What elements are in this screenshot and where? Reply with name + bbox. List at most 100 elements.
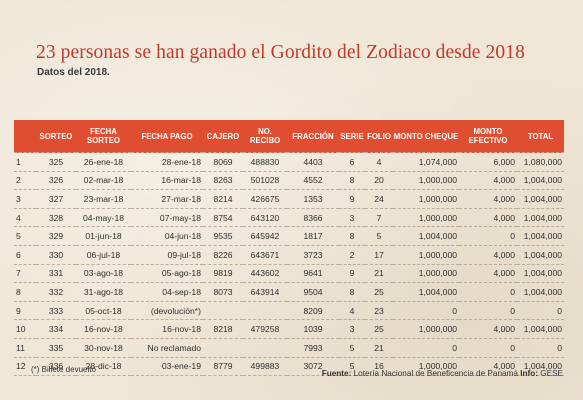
cell-sorteo: 336: [36, 356, 76, 377]
cell-folio: 20: [365, 170, 393, 190]
cell-fraccion: 3723: [287, 244, 339, 265]
cell-fecha_pago: 27-mar-18: [131, 189, 203, 209]
cell-sorteo: 331: [36, 263, 76, 283]
cell-recibo: 643671: [243, 244, 287, 265]
cell-serie: 4: [339, 300, 365, 320]
cell-cheque: 1,000,000: [393, 356, 459, 377]
cell-recibo: 488830: [243, 152, 287, 172]
cell-serie: 8: [339, 282, 365, 302]
cell-fraccion: 9504: [287, 282, 339, 302]
table-row: 12 336 28-dic-18 03-ene-19 8779 499883 3072 5 16…: [14, 356, 564, 377]
cell-efectivo: 0: [459, 337, 517, 358]
cell-sorteo: 325: [36, 152, 76, 172]
cell-efectivo: 4,000: [459, 263, 517, 283]
table-row: 2 326 02-mar-18 16-mar-18 8263 501028 4552 8 20 1…: [14, 170, 564, 190]
cell-num: 9: [14, 300, 36, 320]
cell-folio: 7: [365, 207, 393, 227]
cell-folio: 16: [365, 356, 393, 377]
cell-serie: 3: [339, 319, 365, 339]
cell-fecha_sorteo: 16-nov-18: [76, 319, 131, 339]
cell-efectivo: 6,000: [459, 152, 517, 172]
cell-folio: 21: [365, 337, 393, 358]
cell-fraccion: 1817: [287, 226, 339, 246]
cell-fecha_pago: 05-ago-18: [131, 263, 203, 283]
cell-cheque: 1,000,000: [393, 207, 459, 227]
table-row: 11 335 30-nov-18 No reclamado 7993 5 21 0 0 0: [14, 337, 564, 358]
cell-serie: 5: [339, 356, 365, 377]
column-header-num: [14, 120, 36, 153]
cell-serie: 5: [339, 337, 365, 358]
cell-total: 0: [517, 300, 564, 320]
cell-folio: 5: [365, 226, 393, 246]
cell-fraccion: 9641: [287, 263, 339, 283]
page-subtitle: Datos del 2018.: [37, 67, 110, 78]
cell-num: 3: [14, 189, 36, 209]
cell-cajero: 8779: [203, 356, 243, 377]
cell-cajero: 8754: [203, 207, 243, 227]
cell-efectivo: 4,000: [459, 356, 517, 377]
cell-fecha_pago: 09-jul-18: [131, 244, 203, 265]
column-header-fecha_sorteo: FECHA SORTEO: [87, 127, 120, 145]
cell-total: 0: [517, 337, 564, 358]
cell-sorteo: 335: [36, 337, 76, 358]
cell-total: 1,004,000: [517, 356, 564, 377]
cell-efectivo: 4,000: [459, 170, 517, 190]
table-header-row: SORTEO FECHA SORTEO FECHA PAGO CAJERO NO. RE…: [14, 120, 564, 153]
cell-total: 1,004,000: [517, 170, 564, 190]
cell-folio: 25: [365, 319, 393, 339]
cell-sorteo: 329: [36, 226, 76, 246]
table-row: 8 332 31-ago-18 04-sep-18 8073 643914 9504 8 25 1…: [14, 282, 564, 302]
cell-fecha_pago: No reclamado: [131, 337, 203, 358]
table-row: 9 333 05-oct-18 (devolución*) 8209 4 23 0 0 0: [14, 300, 564, 320]
cell-cheque: 1,000,000: [393, 263, 459, 283]
cell-fecha_pago: 28-ene-18: [131, 152, 203, 172]
column-header-sorteo: SORTEO: [39, 131, 73, 141]
cell-num: 6: [14, 244, 36, 265]
cell-efectivo: 4,000: [459, 319, 517, 339]
cell-serie: 3: [339, 207, 365, 227]
cell-num: 8: [14, 282, 36, 302]
column-header-serie: SERIE: [340, 131, 364, 141]
cell-fecha_sorteo: 06-jul-18: [76, 244, 131, 265]
cell-sorteo: 328: [36, 207, 76, 227]
info-label: Info:: [520, 369, 538, 378]
cell-efectivo: 4,000: [459, 207, 517, 227]
cell-recibo: 645942: [243, 226, 287, 246]
cell-fraccion: 4552: [287, 170, 339, 190]
cell-efectivo: 4,000: [459, 244, 517, 265]
column-header-recibo: NO. RECIBO: [249, 127, 281, 145]
cell-sorteo: 334: [36, 319, 76, 339]
cell-cajero: 8214: [203, 189, 243, 209]
cell-cheque: 0: [393, 300, 459, 320]
cell-efectivo: 4,000: [459, 189, 517, 209]
cell-fraccion: 4403: [287, 152, 339, 172]
cell-cheque: 1,074,000: [393, 152, 459, 172]
source-credit: Fuente: Lotería Nacional de Beneficencia…: [322, 369, 563, 378]
cell-fecha_pago: 04-sep-18: [131, 282, 203, 302]
column-header-folio: FOLIO: [367, 131, 391, 141]
cell-folio: 23: [365, 300, 393, 320]
cell-fecha_sorteo: 02-mar-18: [76, 170, 131, 190]
cell-cajero: 8069: [203, 152, 243, 172]
cell-fecha_sorteo: 05-oct-18: [76, 300, 131, 320]
cell-cajero: 9819: [203, 263, 243, 283]
cell-folio: 17: [365, 244, 393, 265]
column-header-fraccion: FRACCIÓN: [292, 131, 334, 141]
cell-recibo: [243, 337, 287, 358]
cell-serie: 6: [339, 152, 365, 172]
cell-sorteo: 327: [36, 189, 76, 209]
table-row: 6 330 06-jul-18 09-jul-18 8226 643671 3723 2 17 1…: [14, 244, 564, 265]
cell-fecha_pago: 03-ene-19: [131, 356, 203, 377]
cell-recibo: 479258: [243, 319, 287, 339]
cell-sorteo: 330: [36, 244, 76, 265]
cell-serie: 9: [339, 263, 365, 283]
cell-fraccion: 7993: [287, 337, 339, 358]
cell-cheque: 0: [393, 337, 459, 358]
cell-sorteo: 326: [36, 170, 76, 190]
cell-cheque: 1,000,000: [393, 244, 459, 265]
cell-total: 1,004,000: [517, 282, 564, 302]
cell-fecha_sorteo: 01-jun-18: [76, 226, 131, 246]
cell-serie: 8: [339, 170, 365, 190]
cell-serie: 8: [339, 226, 365, 246]
cell-recibo: 443602: [243, 263, 287, 283]
